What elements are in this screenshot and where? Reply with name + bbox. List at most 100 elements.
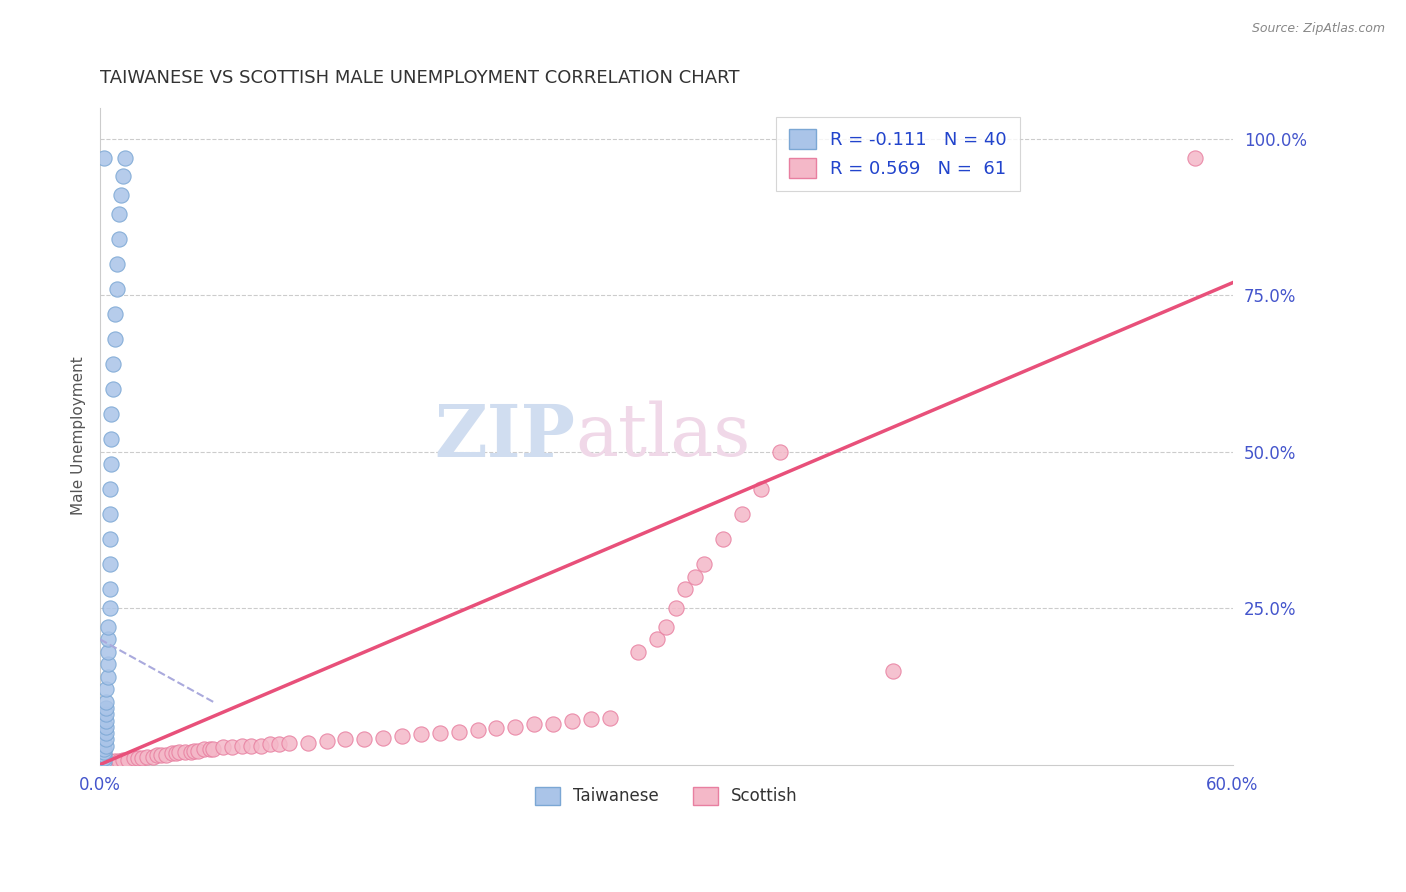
Point xyxy=(97,670,120,684)
Point xyxy=(202,742,225,756)
Point xyxy=(97,657,120,672)
Point xyxy=(269,738,291,752)
Point xyxy=(579,713,602,727)
Point xyxy=(94,732,117,747)
Point xyxy=(249,739,271,753)
Point xyxy=(315,733,337,747)
Point xyxy=(114,151,136,165)
Text: atlas: atlas xyxy=(575,401,751,471)
Point xyxy=(103,357,125,371)
Point xyxy=(94,726,117,740)
Point xyxy=(100,457,122,471)
Point xyxy=(198,742,221,756)
Point xyxy=(98,601,121,615)
Y-axis label: Male Unemployment: Male Unemployment xyxy=(72,357,86,516)
Point xyxy=(882,664,904,678)
Point xyxy=(111,169,134,184)
Point xyxy=(93,742,115,756)
Point xyxy=(111,752,134,766)
Point xyxy=(485,721,508,735)
Point xyxy=(240,739,263,753)
Point xyxy=(131,751,153,765)
Point xyxy=(98,507,121,521)
Point xyxy=(122,751,145,765)
Point xyxy=(136,750,159,764)
Point xyxy=(599,710,621,724)
Point xyxy=(627,645,650,659)
Point xyxy=(94,682,117,697)
Text: TAIWANESE VS SCOTTISH MALE UNEMPLOYMENT CORRELATION CHART: TAIWANESE VS SCOTTISH MALE UNEMPLOYMENT … xyxy=(100,69,740,87)
Point xyxy=(447,725,470,739)
Point xyxy=(187,744,209,758)
Point xyxy=(277,736,299,750)
Point xyxy=(98,533,121,547)
Point xyxy=(149,748,172,763)
Point xyxy=(391,730,413,744)
Point xyxy=(373,731,395,746)
Point xyxy=(94,739,117,753)
Point xyxy=(104,755,127,769)
Point xyxy=(94,695,117,709)
Point xyxy=(259,738,281,752)
Point xyxy=(110,188,132,202)
Point xyxy=(100,432,122,446)
Point xyxy=(94,714,117,728)
Point xyxy=(108,207,131,221)
Point xyxy=(683,570,706,584)
Text: Source: ZipAtlas.com: Source: ZipAtlas.com xyxy=(1251,22,1385,36)
Point xyxy=(165,746,187,760)
Point xyxy=(155,748,177,763)
Point xyxy=(731,507,754,521)
Point xyxy=(104,332,127,346)
Legend: Taiwanese, Scottish: Taiwanese, Scottish xyxy=(529,780,804,812)
Point xyxy=(103,382,125,396)
Point xyxy=(108,232,131,246)
Point xyxy=(97,645,120,659)
Point xyxy=(105,257,128,271)
Point xyxy=(467,723,489,737)
Point xyxy=(645,632,668,647)
Point xyxy=(145,748,167,763)
Point xyxy=(711,533,734,547)
Point xyxy=(93,748,115,763)
Point xyxy=(523,716,546,731)
Point xyxy=(231,739,253,753)
Point xyxy=(353,732,375,747)
Point xyxy=(193,742,215,756)
Point xyxy=(93,751,115,765)
Point xyxy=(93,755,115,769)
Point xyxy=(429,726,451,740)
Point xyxy=(541,716,564,731)
Point xyxy=(100,407,122,421)
Point xyxy=(97,632,120,647)
Point xyxy=(174,745,197,759)
Point xyxy=(673,582,696,597)
Point xyxy=(104,307,127,321)
Point xyxy=(98,755,121,769)
Point xyxy=(768,444,790,458)
Point xyxy=(94,701,117,715)
Point xyxy=(98,482,121,496)
Point xyxy=(127,751,149,765)
Point xyxy=(98,558,121,572)
Point xyxy=(142,750,165,764)
Point xyxy=(665,601,688,615)
Point xyxy=(221,739,243,754)
Point xyxy=(169,745,191,759)
Point xyxy=(93,151,115,165)
Point xyxy=(98,582,121,597)
Point xyxy=(97,620,120,634)
Point xyxy=(117,752,139,766)
Point xyxy=(180,745,202,759)
Point xyxy=(297,736,319,750)
Point xyxy=(693,558,716,572)
Point xyxy=(94,707,117,722)
Point xyxy=(335,732,357,747)
Point xyxy=(749,482,772,496)
Point xyxy=(108,755,131,769)
Text: ZIP: ZIP xyxy=(434,401,575,472)
Point xyxy=(655,620,678,634)
Point xyxy=(94,720,117,734)
Point xyxy=(211,739,233,754)
Point xyxy=(105,282,128,296)
